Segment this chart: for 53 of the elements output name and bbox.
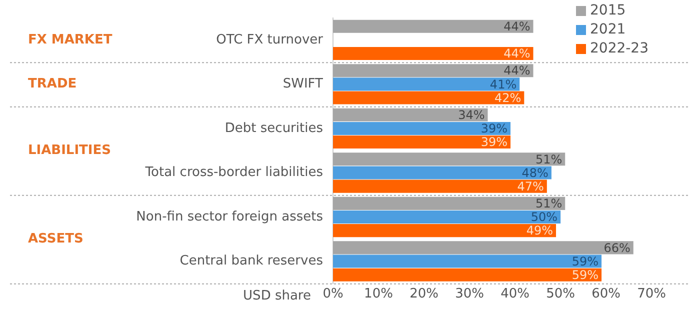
data-label: 44% [504, 64, 530, 78]
data-label: 50% [530, 210, 558, 224]
bar [333, 210, 561, 224]
y-tick-label: Central bank reserves [180, 254, 324, 269]
y-tick-label: Debt securities [224, 120, 324, 136]
bar [333, 91, 524, 104]
data-label: 39% [480, 135, 508, 150]
bar [333, 78, 520, 91]
text: TRADE [28, 76, 77, 92]
x-tick-label: 10% [364, 286, 393, 302]
bar [333, 152, 566, 166]
data-label: 44% [504, 46, 530, 61]
bar [333, 254, 602, 268]
x-tick-label: 0% [322, 286, 344, 302]
data-label: 47% [517, 179, 544, 194]
text: FX MARKET [28, 32, 112, 48]
data-label: 41% [490, 77, 517, 92]
legend-label: 2015 [590, 2, 626, 19]
bar [333, 166, 552, 180]
data-label: 66% [604, 240, 630, 255]
bar [333, 122, 510, 135]
x-tick-label: 70% [637, 286, 666, 302]
data-label: 59% [572, 268, 599, 282]
bar [333, 180, 547, 193]
y-tick-label: Total cross-border liabilities [144, 165, 324, 180]
data-label: 42% [494, 90, 522, 105]
y-tick-label: OTC FX turnover [216, 32, 324, 48]
bar [333, 20, 534, 33]
text: ASSETS [28, 232, 84, 247]
bar [333, 241, 634, 254]
bar [333, 224, 556, 238]
x-tick-label: 50% [546, 286, 576, 302]
x-tick-label: 30% [455, 286, 484, 302]
data-label: 59% [572, 254, 599, 268]
data-label: 51% [535, 196, 562, 211]
data-label: 39% [480, 122, 508, 136]
data-label: 51% [535, 152, 562, 166]
legend-label: 2021 [590, 22, 626, 38]
bar [333, 136, 510, 149]
bar [333, 46, 534, 60]
x-tick-label: 20% [410, 286, 438, 302]
data-label: 49% [526, 224, 554, 238]
y-tick-label: Non-fin sector foreign assets [136, 209, 324, 224]
bar [333, 268, 602, 282]
y-tick-label: SWIFT [282, 76, 324, 92]
text: LIABILITIES [28, 142, 111, 158]
data-label: 34% [458, 108, 485, 122]
data-label: 48% [522, 166, 548, 180]
x-tick-label: 60% [592, 286, 621, 302]
x-tick-label: 40% [500, 286, 530, 302]
x-axis-title: USD share [243, 288, 311, 304]
legend-label: 2022-23 [590, 40, 648, 57]
data-label: 44% [504, 19, 530, 34]
